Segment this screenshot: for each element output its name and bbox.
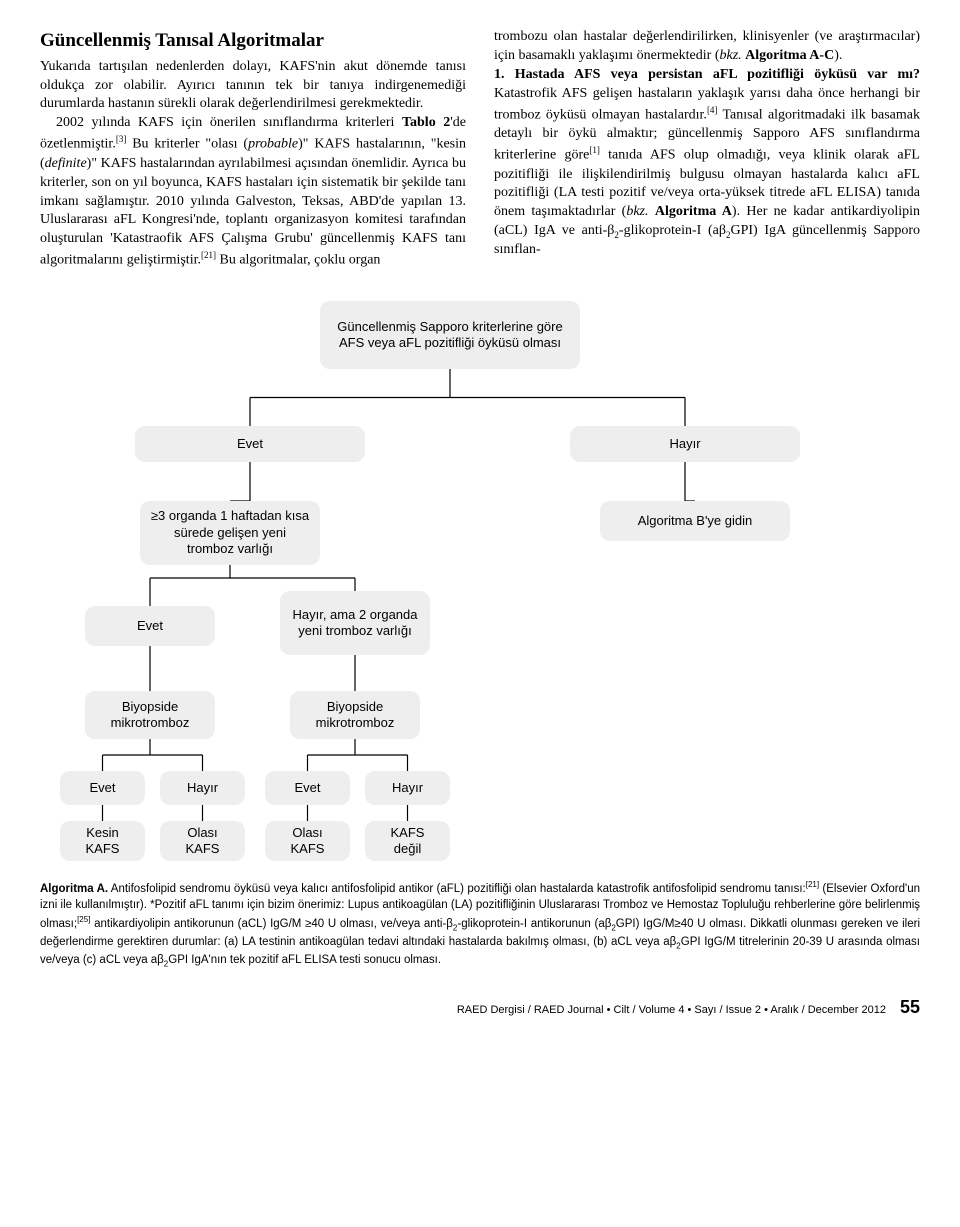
- algorithm-a-flowchart: Güncellenmiş Sapporo kriterlerine göre A…: [40, 301, 920, 861]
- flow-node-h3b: Hayır: [365, 771, 450, 805]
- flow-node-hay2: Hayır, ama 2 organda yeni tromboz varlığ…: [280, 591, 430, 655]
- page-number: 55: [900, 995, 920, 1019]
- flow-node-root: Güncellenmiş Sapporo kriterlerine göre A…: [320, 301, 580, 369]
- figure-caption: Algoritma A. Antifosfolipid sendromu öyk…: [40, 879, 920, 970]
- flow-node-r2: Olası KAFS: [160, 821, 245, 861]
- left-para-1: Yukarıda tartışılan nedenlerden dolayı, …: [40, 58, 466, 115]
- caption-lead: Algoritma A.: [40, 883, 108, 895]
- left-para-2: 2002 yılında KAFS için önerilen sınıflan…: [40, 114, 466, 270]
- flow-node-e3a: Evet: [60, 771, 145, 805]
- footer-text: RAED Dergisi / RAED Journal • Cilt / Vol…: [457, 1003, 886, 1018]
- caption-body: Antifosfolipid sendromu öyküsü veya kalı…: [40, 883, 920, 966]
- flow-node-e3b: Evet: [265, 771, 350, 805]
- section-title: Güncellenmiş Tanısal Algoritmalar: [40, 28, 466, 54]
- left-column: Güncellenmiş Tanısal Algoritmalar Yukarı…: [40, 28, 466, 271]
- right-para-1: trombozu olan hastalar değerlendirilirke…: [494, 28, 920, 66]
- flow-node-algoB: Algoritma B'ye gidin: [600, 501, 790, 541]
- flow-node-n3org: ≥3 organda 1 haftadan kısa sürede gelişe…: [140, 501, 320, 565]
- page-footer: RAED Dergisi / RAED Journal • Cilt / Vol…: [40, 995, 920, 1019]
- flow-node-r3: Olası KAFS: [265, 821, 350, 861]
- flow-node-evet1: Evet: [135, 426, 365, 462]
- flow-node-bio2: Biyopside mikrotromboz: [290, 691, 420, 739]
- right-column: trombozu olan hastalar değerlendirilirke…: [494, 28, 920, 271]
- flow-node-h3a: Hayır: [160, 771, 245, 805]
- right-para-2: 1. Hastada AFS veya persistan aFL poziti…: [494, 66, 920, 260]
- flow-node-evet2: Evet: [85, 606, 215, 646]
- text-columns: Güncellenmiş Tanısal Algoritmalar Yukarı…: [40, 28, 920, 271]
- flow-node-r4: KAFS değil: [365, 821, 450, 861]
- flow-node-bio1: Biyopside mikrotromboz: [85, 691, 215, 739]
- flow-node-r1: Kesin KAFS: [60, 821, 145, 861]
- flow-node-hayir1: Hayır: [570, 426, 800, 462]
